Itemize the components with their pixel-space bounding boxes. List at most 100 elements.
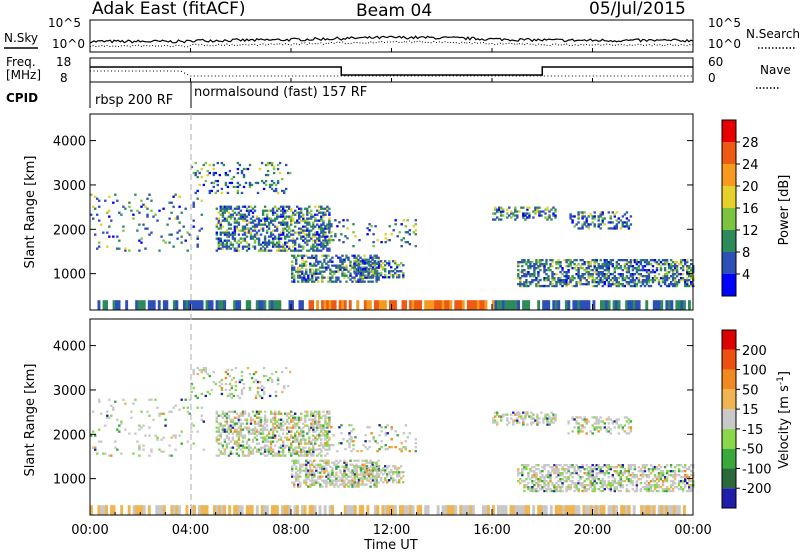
heatmap-cell	[274, 189, 278, 193]
heatmap-cell	[354, 436, 357, 439]
heatmap-cell	[329, 465, 332, 468]
heatmap-cell	[226, 394, 230, 398]
heatmap-cell	[223, 450, 227, 453]
ground-scatter-cell	[303, 505, 307, 515]
heatmap-cell	[282, 219, 285, 222]
heatmap-cell	[673, 269, 677, 272]
heatmap-cell	[309, 471, 312, 474]
heatmap-cell	[615, 482, 618, 485]
heatmap-cell	[247, 245, 251, 248]
heatmap-cell	[341, 260, 344, 263]
heatmap-cell	[231, 213, 235, 216]
heatmap-cell	[327, 471, 330, 474]
heatmap-cell	[343, 258, 346, 261]
heatmap-cell	[235, 434, 239, 437]
heatmap-cell	[543, 263, 546, 266]
heatmap-cell	[108, 454, 111, 457]
heatmap-cell	[260, 384, 264, 388]
heatmap-cell	[392, 274, 395, 277]
heatmap-cell	[329, 479, 332, 482]
heatmap-cell	[546, 218, 549, 221]
heatmap-cell	[331, 274, 334, 277]
heatmap-cell	[669, 269, 673, 272]
heatmap-cell	[500, 415, 503, 418]
heatmap-cell	[537, 464, 540, 467]
heatmap-cell	[390, 270, 393, 273]
heatmap-cell	[412, 225, 415, 228]
heatmap-cell	[645, 488, 649, 491]
heatmap-cell	[561, 284, 564, 288]
heatmap-cell	[591, 215, 594, 218]
heatmap-cell	[641, 464, 645, 467]
heatmap-cell	[533, 263, 536, 266]
heatmap-cell	[551, 259, 554, 262]
heatmap-cell	[333, 461, 336, 464]
heatmap-cell	[589, 430, 592, 433]
heatmap-cell	[247, 430, 251, 433]
heatmap-cell	[237, 438, 241, 441]
heatmap-cell	[303, 260, 306, 263]
heatmap-cell	[148, 233, 151, 236]
heatmap-cell	[273, 245, 277, 248]
heatmap-cell	[352, 444, 355, 447]
heatmap-cell	[373, 475, 376, 478]
heatmap-cell	[561, 267, 564, 270]
heatmap-cell	[262, 386, 266, 390]
heatmap-cell	[575, 281, 578, 284]
heatmap-cell	[140, 426, 143, 429]
ground-scatter-cell	[544, 300, 548, 310]
heatmap-cell	[349, 463, 352, 466]
heatmap-cell	[308, 426, 311, 429]
heatmap-cell	[647, 269, 651, 272]
heatmap-cell	[243, 231, 247, 234]
heatmap-cell	[160, 412, 163, 415]
ground-scatter-cell	[542, 300, 546, 310]
heatmap-cell	[373, 256, 376, 259]
heatmap-cell	[607, 263, 610, 266]
heatmap-cell	[355, 260, 358, 263]
heatmap-cell	[286, 249, 289, 252]
heatmap-cell	[217, 221, 220, 224]
heatmap-cell	[325, 485, 328, 488]
heatmap-cell	[607, 466, 610, 469]
heatmap-cell	[569, 279, 572, 282]
heatmap-cell	[315, 276, 318, 279]
heatmap-cell	[229, 243, 233, 246]
heatmap-cell	[593, 466, 596, 469]
ground-scatter-cell	[205, 505, 209, 515]
heatmap-cell	[625, 221, 629, 224]
heatmap-cell	[265, 243, 269, 246]
heatmap-cell	[284, 241, 287, 244]
heatmap-cell	[333, 272, 336, 275]
heatmap-cell	[247, 454, 251, 457]
heatmap-cell	[259, 249, 263, 252]
heatmap-cell	[516, 411, 519, 414]
heatmap-cell	[294, 241, 297, 244]
heatmap-cell	[261, 229, 265, 232]
heatmap-cell	[506, 208, 509, 211]
heatmap-cell	[273, 237, 277, 240]
heatmap-cell	[569, 466, 572, 469]
heatmap-cell	[543, 468, 546, 471]
heatmap-cell	[309, 463, 312, 466]
heatmap-cell	[404, 231, 407, 234]
heatmap-cell	[386, 475, 389, 478]
heatmap-cell	[273, 229, 277, 232]
heatmap-cell	[220, 161, 224, 165]
heatmap-cell	[647, 263, 651, 266]
heatmap-cell	[297, 477, 300, 480]
heatmap-cell	[506, 216, 509, 219]
heatmap-cell	[629, 223, 633, 226]
heatmap-cell	[326, 448, 329, 451]
heatmap-cell	[322, 219, 325, 222]
heatmap-cell	[261, 428, 265, 431]
heatmap-cell	[567, 478, 570, 481]
heatmap-cell	[557, 281, 560, 284]
heatmap-cell	[329, 270, 332, 273]
heatmap-cell	[523, 484, 526, 487]
heatmap-cell	[269, 450, 273, 453]
heatmap-cell	[585, 432, 588, 435]
heatmap-cell	[326, 434, 329, 437]
heatmap-cell	[219, 205, 222, 208]
heatmap-cell	[392, 481, 395, 484]
